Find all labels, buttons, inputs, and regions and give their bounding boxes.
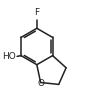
Text: HO: HO xyxy=(3,52,16,61)
Text: F: F xyxy=(34,8,39,17)
Text: O: O xyxy=(38,79,45,88)
